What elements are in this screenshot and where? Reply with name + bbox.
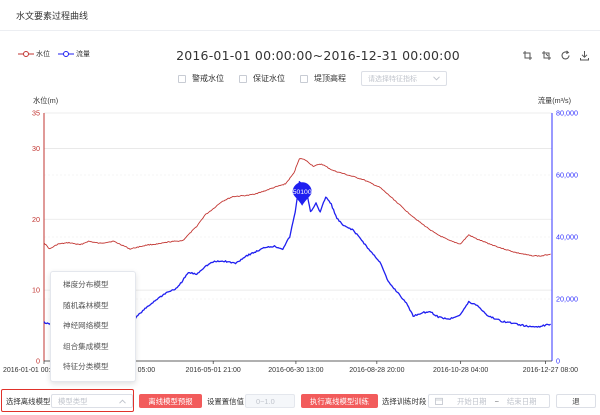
offline-forecast-button[interactable]: 离线模型预报 bbox=[139, 394, 202, 408]
chart-legend: 水位 流量 bbox=[18, 49, 90, 59]
map-pin-icon bbox=[292, 182, 312, 206]
dropdown-option-neural-network[interactable]: 神经网络模型 bbox=[63, 321, 109, 330]
model-control-bar: 选择离线模型 模型类型 离线模型预报 设置置信值 0~1.0 执行离线模型训练 … bbox=[0, 387, 600, 415]
download-icon[interactable] bbox=[578, 49, 590, 61]
guarantee-level-checkbox[interactable]: 保证水位 bbox=[239, 73, 285, 84]
training-date-range[interactable]: 开始日期 ~ 结束日期 bbox=[428, 394, 550, 408]
chevron-down-icon bbox=[433, 76, 440, 81]
checkbox-label: 警戒水位 bbox=[192, 74, 224, 83]
dropdown-option-random-forest[interactable]: 随机森林模型 bbox=[63, 300, 109, 310]
peak-marker[interactable]: 50100 bbox=[292, 182, 312, 206]
title-divider bbox=[0, 30, 600, 31]
x-tick-label: 2016-06-30 13:00 bbox=[268, 367, 323, 374]
dropdown-option-feature-classification[interactable]: 特征分类模型 bbox=[63, 362, 109, 371]
model-type-select[interactable]: 模型类型 bbox=[51, 394, 133, 408]
y-tick-label-right: 40,000 bbox=[556, 233, 578, 242]
legend-label: 流量 bbox=[76, 51, 90, 58]
y-tick-label-left: 20 bbox=[32, 215, 40, 224]
y-tick-label-right: 80,000 bbox=[556, 109, 578, 118]
x-tick-label: 2016-01-01 00:00 bbox=[3, 367, 58, 374]
legend-label: 水位 bbox=[36, 51, 50, 58]
model-type-placeholder: 模型类型 bbox=[58, 396, 88, 406]
feature-index-select[interactable]: 请选择特征指标 bbox=[361, 71, 447, 86]
checkbox-box[interactable] bbox=[239, 74, 247, 83]
offline-training-button[interactable]: 执行离线模型训练 bbox=[301, 394, 378, 408]
marker-lines-bar: 警戒水位 保证水位 堤顶高程 请选择特征指标 bbox=[178, 71, 447, 86]
checkbox-label: 堤顶高程 bbox=[314, 74, 346, 83]
confidence-label: 设置置信值 bbox=[207, 396, 244, 406]
range-separator: ~ bbox=[494, 396, 499, 406]
checkbox-box[interactable] bbox=[178, 74, 186, 83]
right-axis-label: 流量(m³/s) bbox=[538, 96, 571, 105]
levee-crest-checkbox[interactable]: 堤顶高程 bbox=[300, 73, 346, 84]
y-tick-label-right: 0 bbox=[556, 357, 560, 366]
chart-toolbox bbox=[521, 49, 590, 61]
x-tick-label: 2016-05-01 21:00 bbox=[186, 367, 241, 374]
zoom-icon[interactable] bbox=[521, 49, 533, 61]
x-tick-label: 2016-10-28 04:00 bbox=[433, 367, 488, 374]
y-tick-label-left: 35 bbox=[32, 109, 40, 118]
chevron-up-icon bbox=[119, 398, 126, 404]
model-type-dropdown: 梯度分布模型 随机森林模型 神经网络模型 组合集成模型 特征分类模型 bbox=[50, 271, 136, 382]
dropdown-option-gradient[interactable]: 梯度分布模型 bbox=[63, 280, 109, 289]
calendar-icon bbox=[435, 397, 443, 405]
legend-line-icon bbox=[18, 51, 34, 57]
highlight-box bbox=[1, 389, 134, 412]
checkbox-box[interactable] bbox=[300, 74, 308, 83]
peak-marker-label: 50100 bbox=[293, 189, 312, 196]
y-tick-label-right: 60,000 bbox=[556, 171, 578, 180]
dropdown-option-ensemble[interactable]: 组合集成模型 bbox=[63, 341, 109, 351]
x-tick-label: 2016-08-28 20:00 bbox=[349, 367, 404, 374]
restore-icon[interactable] bbox=[559, 49, 571, 61]
legend-item-water-level[interactable]: 水位 bbox=[18, 49, 50, 59]
feature-select-placeholder: 请选择特征指标 bbox=[368, 75, 417, 83]
legend-line-icon bbox=[58, 51, 74, 57]
y-tick-label-left: 30 bbox=[32, 144, 40, 153]
legend-item-discharge[interactable]: 流量 bbox=[58, 49, 90, 59]
zoom-reset-icon[interactable] bbox=[540, 49, 552, 61]
y-tick-label-left: 0 bbox=[36, 357, 40, 366]
confidence-input[interactable]: 0~1.0 bbox=[245, 394, 295, 408]
panel-title: 水文要素过程曲线 bbox=[16, 11, 89, 21]
chart-title: 2016-01-01 00:00:00~2016-12-31 00:00:00 bbox=[176, 48, 460, 63]
series-line-water-level[interactable] bbox=[43, 158, 551, 257]
start-date-placeholder[interactable]: 开始日期 bbox=[457, 396, 487, 406]
training-period-label: 选择训练时段 bbox=[382, 396, 427, 406]
y-tick-label-right: 20,000 bbox=[556, 295, 578, 304]
model-select-label: 选择离线模型 bbox=[6, 396, 51, 406]
x-tick-label: 2016-12-27 08:00 bbox=[523, 367, 578, 374]
checkbox-label: 保证水位 bbox=[253, 74, 285, 83]
left-axis-label: 水位(m) bbox=[33, 96, 58, 105]
y-tick-label-left: 10 bbox=[32, 286, 40, 295]
warning-level-checkbox[interactable]: 警戒水位 bbox=[178, 73, 224, 84]
end-date-placeholder[interactable]: 结束日期 bbox=[506, 396, 537, 406]
exit-button[interactable]: 退 bbox=[556, 394, 596, 408]
